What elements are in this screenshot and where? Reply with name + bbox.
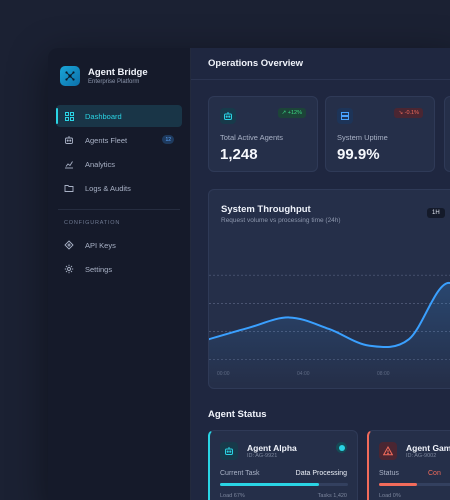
configuration-section-label: CONFIGURATION	[64, 220, 121, 226]
agent-field-value: Con	[428, 470, 441, 477]
agent-progress-bar	[220, 483, 348, 486]
chart-title: System Throughput	[221, 204, 311, 215]
agent-progress-bar	[379, 483, 450, 486]
brand[interactable]: Agent Bridge Enterprise Platform	[56, 64, 182, 88]
agent-field-label: Status	[379, 470, 399, 477]
sidebar-item-dashboard[interactable]: Dashboard	[56, 105, 182, 127]
agent-status-title: Agent Status	[208, 409, 267, 420]
main-nav: Dashboard Agents Fleet 12 Analytics Log	[56, 105, 182, 199]
x-tick-label: 00:00	[217, 371, 230, 377]
brand-subtitle: Enterprise Platform	[88, 78, 140, 85]
sidebar-divider	[58, 209, 180, 210]
trend-value: -0.1%	[404, 110, 419, 116]
stat-card-active-agents[interactable]: ↗ +12% Total Active Agents 1,248	[208, 96, 318, 172]
server-icon	[337, 108, 353, 124]
online-status-indicator	[336, 442, 347, 453]
agent-field-label: Current Task	[220, 470, 260, 477]
sidebar-item-analytics[interactable]: Analytics	[56, 153, 182, 175]
sidebar-item-label: Settings	[85, 264, 113, 274]
sidebar-item-label: Dashboard	[85, 111, 122, 121]
agent-tasks: Tasks 1,420	[317, 493, 347, 499]
agent-progress-fill	[379, 483, 418, 486]
agent-card-alpha[interactable]: Agent Alpha ID: AG-9921 Current Task Dat…	[208, 430, 358, 500]
chart-subtitle: Request volume vs processing time (24h)	[221, 217, 341, 224]
main-content: Operations Overview ↗ +12% Total Active …	[191, 48, 450, 500]
agent-id: ID: AG-9921	[247, 453, 278, 459]
trend-up-badge: ↗ +12%	[277, 108, 306, 118]
sidebar-item-label: Logs & Audits	[85, 183, 131, 193]
brand-logo-icon	[60, 66, 80, 86]
agent-field-value: Data Processing	[295, 470, 347, 477]
agent-progress-fill	[220, 483, 319, 486]
trend-value: +12%	[287, 110, 302, 116]
sidebar: Agent Bridge Enterprise Platform Dashboa…	[48, 48, 191, 500]
sidebar-item-api-keys[interactable]: API Keys	[56, 234, 182, 256]
key-icon	[63, 239, 75, 251]
stat-card-partial[interactable]	[444, 96, 450, 172]
agent-load: Load 67%	[220, 493, 245, 499]
agent-name: Agent Gamma	[406, 443, 450, 453]
trend-down-badge: ↘ -0.1%	[394, 108, 423, 118]
stat-label: System Uptime	[337, 133, 388, 142]
x-tick-label: 04:00	[297, 371, 310, 377]
trend-down-icon: ↘	[398, 110, 404, 116]
series-line	[209, 281, 450, 349]
grid-icon	[63, 110, 75, 122]
agents-count-badge: 12	[162, 135, 174, 144]
sidebar-item-logs-audits[interactable]: Logs & Audits	[56, 177, 182, 199]
chart-icon	[63, 158, 75, 170]
agent-name: Agent Alpha	[247, 443, 297, 453]
gear-icon	[63, 263, 75, 275]
warning-icon	[379, 442, 397, 460]
stat-card-system-uptime[interactable]: ↘ -0.1% System Uptime 99.9%	[325, 96, 435, 172]
throughput-chart-card: System Throughput Request volume vs proc…	[208, 189, 450, 389]
stat-value: 99.9%	[337, 146, 380, 163]
robot-icon	[220, 108, 236, 124]
agent-card-gamma[interactable]: Agent Gamma ID: AG-9002 Status Con Load …	[367, 430, 450, 500]
topbar: Operations Overview	[191, 48, 450, 80]
sidebar-item-agents-fleet[interactable]: Agents Fleet 12	[56, 129, 182, 151]
brand-title: Agent Bridge	[88, 66, 148, 78]
sidebar-item-label: API Keys	[85, 240, 116, 250]
series-area	[209, 282, 450, 384]
trend-up-icon: ↗	[281, 110, 287, 116]
robot-icon	[220, 442, 238, 460]
x-tick-label: 08:00	[377, 371, 390, 377]
sidebar-item-label: Agents Fleet	[85, 135, 128, 145]
sidebar-item-label: Analytics	[85, 159, 116, 169]
robot-icon	[63, 134, 75, 146]
agent-id: ID: AG-9002	[406, 453, 437, 459]
page-title: Operations Overview	[208, 58, 304, 69]
app-window: Agent Bridge Enterprise Platform Dashboa…	[48, 48, 450, 500]
sidebar-item-settings[interactable]: Settings	[56, 258, 182, 280]
stat-label: Total Active Agents	[220, 133, 283, 142]
agent-load: Load 0%	[379, 493, 401, 499]
stat-value: 1,248	[220, 146, 258, 163]
folder-icon	[63, 182, 75, 194]
range-1h-button[interactable]: 1H	[427, 208, 445, 218]
